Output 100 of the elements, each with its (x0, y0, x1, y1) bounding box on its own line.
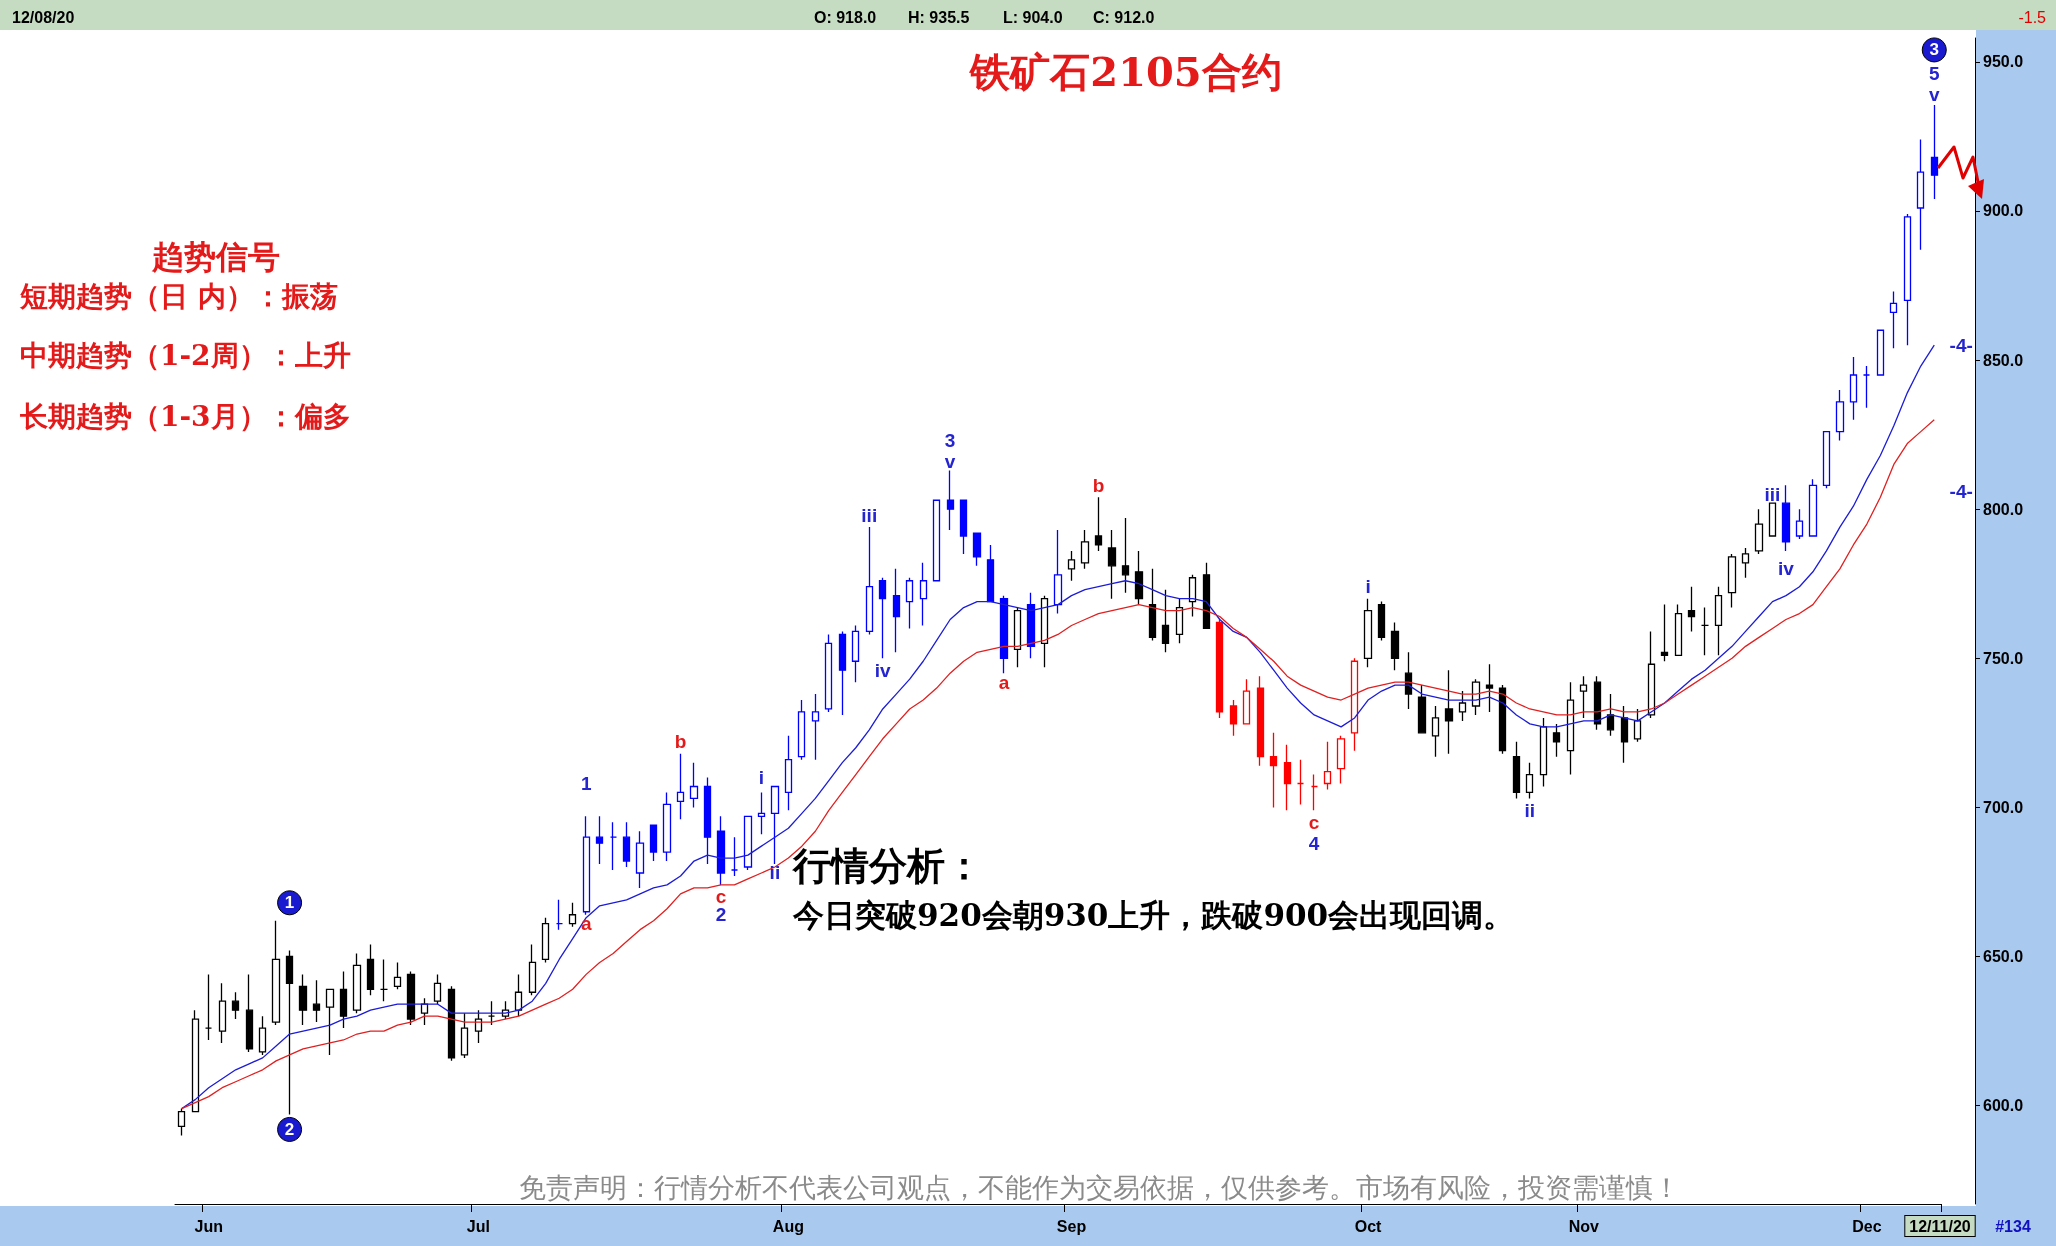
candlestick (487, 1000, 496, 1026)
candlestick (609, 821, 618, 871)
candlestick (271, 920, 281, 1026)
candlestick (298, 973, 308, 1026)
annotation: 中期趋势（1-2周）：上升 (20, 338, 351, 372)
candlestick (528, 943, 537, 996)
text: L: 904.0 (1003, 8, 1063, 26)
candlestick (1269, 732, 1278, 809)
candlestick (1552, 723, 1561, 758)
annotation: 今日突破920会朝930上升，跌破900会出现回调。 (792, 897, 1515, 933)
candlestick (1916, 138, 1925, 251)
candlestick (1175, 597, 1184, 645)
candlestick (258, 1015, 267, 1056)
candlestick (514, 973, 523, 1017)
candlestick (1808, 478, 1818, 537)
candlestick (393, 961, 402, 990)
candlestick (662, 791, 672, 862)
candlestick (716, 815, 726, 886)
y-tick-label: 600.0 (1983, 1097, 2024, 1115)
candlestick (1620, 705, 1629, 764)
candlestick (1606, 693, 1615, 737)
annotation: 4 (1308, 832, 1320, 854)
candlestick (1593, 675, 1602, 731)
annotation: b (1092, 474, 1105, 496)
candlestick (191, 1009, 200, 1113)
candlestick (1417, 684, 1427, 734)
candlestick (999, 595, 1009, 674)
candlestick (1633, 708, 1642, 743)
candlestick (635, 830, 645, 889)
candlestick (582, 815, 591, 916)
candlestick (555, 899, 564, 931)
candlestick (352, 952, 362, 1014)
chart-title: 铁矿石2105合约 (968, 47, 1282, 95)
annotation: 1 (284, 893, 295, 913)
candlestick (1525, 762, 1534, 800)
candlestick (1498, 684, 1507, 755)
x-tick-label: Sep (1056, 1217, 1087, 1235)
text: 12/08/20 (12, 8, 75, 26)
candlestick (972, 532, 982, 567)
annotation: c (1308, 811, 1320, 833)
candlestick (892, 568, 901, 653)
annotation: iv (1778, 558, 1795, 580)
candlestick (204, 973, 213, 1041)
candlestick (1862, 365, 1871, 409)
annotation: 5 (1928, 63, 1940, 85)
candlestick (420, 997, 429, 1026)
candlestick (1687, 586, 1696, 633)
candlestick (986, 544, 995, 603)
candlestick (1903, 213, 1912, 346)
y-tick-label: 800.0 (1983, 500, 2024, 518)
candlestick (231, 991, 240, 1020)
candlestick (1296, 759, 1305, 806)
candlestick (1431, 705, 1440, 758)
candlestick (905, 577, 914, 630)
candlestick (1768, 502, 1777, 537)
candlestick (1363, 597, 1373, 668)
text: -4- (1949, 480, 1973, 502)
y-tick-label: 650.0 (1983, 947, 2024, 965)
candlestick (1876, 329, 1885, 376)
annotation: i (758, 767, 765, 789)
candlestick (1700, 606, 1710, 656)
candlestick (1727, 553, 1737, 609)
candlestick (1579, 675, 1588, 719)
annotation: a (998, 671, 1010, 693)
candlestick (1647, 630, 1656, 719)
annotation: ii (769, 862, 781, 884)
y-tick-label: 750.0 (1983, 649, 2024, 667)
candlestick (1013, 606, 1022, 668)
candlestick (865, 526, 874, 636)
y-tick-label: 950.0 (1983, 53, 2024, 71)
candlestick (1377, 600, 1386, 642)
text: -4- (1949, 334, 1973, 356)
candlestick (1390, 621, 1400, 671)
candlestick (1080, 529, 1090, 570)
annotation: 趋势信号 (151, 238, 280, 276)
candlestick (1822, 430, 1831, 489)
candlestick (447, 985, 456, 1062)
candlestick (1026, 592, 1036, 659)
annotation: 2 (284, 1119, 295, 1139)
candlestick (946, 469, 955, 531)
candlestick (743, 815, 753, 871)
candlestick (757, 791, 766, 835)
x-tick-label: Oct (1354, 1217, 1383, 1235)
annotation: 行情分析： (791, 842, 983, 888)
candlestick (649, 824, 658, 862)
candlestick (339, 970, 348, 1029)
x-tick-label: Jun (194, 1217, 223, 1235)
annotation: 长期趋势（1-3月）：偏多 (19, 399, 351, 433)
candlestick (730, 836, 739, 877)
x-tick-label: Aug (772, 1217, 804, 1235)
candlestick (285, 949, 294, 1116)
candlestick (1539, 717, 1548, 788)
candlestick (959, 499, 968, 555)
candlestick (1202, 562, 1211, 630)
candlestick (177, 1107, 186, 1137)
candlestick (1849, 356, 1858, 421)
candlestick (851, 624, 860, 683)
candlestick (595, 815, 604, 865)
text: O: 918.0 (814, 8, 877, 26)
candlestick (1714, 586, 1723, 656)
